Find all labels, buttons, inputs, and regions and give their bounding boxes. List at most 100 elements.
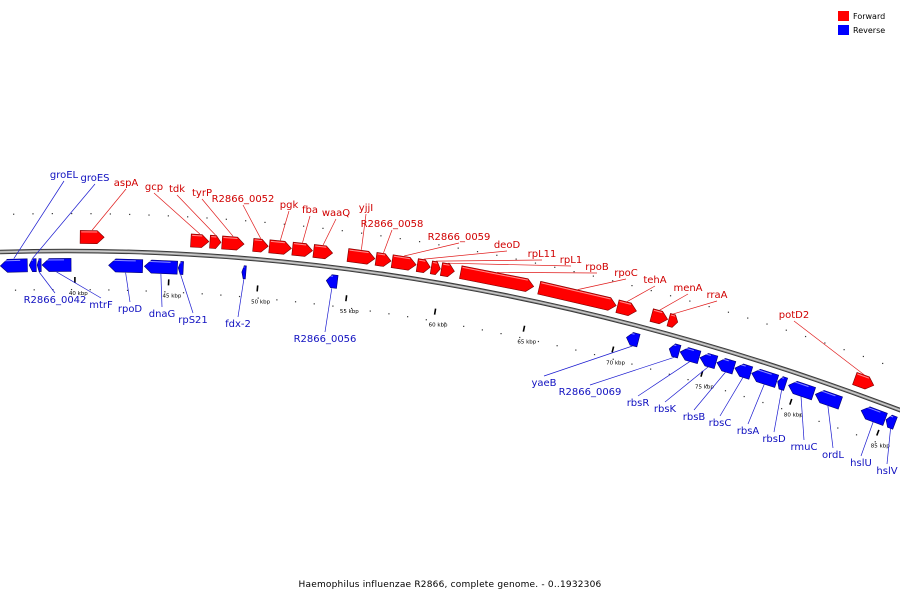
track-dot [534,262,537,264]
track-dot [32,213,34,215]
reverse-gene-rbsb [716,357,737,375]
track-dot [747,317,749,319]
axis-tick [789,398,793,405]
legend: Forward Reverse [838,9,885,37]
label-yjji: yjjI [359,203,373,214]
leader-rpl1 [447,262,572,267]
forward-gene-potd2-highlight [857,373,870,379]
track-dot [303,225,305,227]
forward-gene-aspa [79,230,105,244]
reverse-gene-r2866-0069 [668,343,682,359]
reverse-gene-rbsb-shape [716,358,737,375]
track-dot [126,289,129,292]
label-waaq: waaQ [322,208,350,219]
label-rpl11: rpL11 [528,249,557,260]
track-dot [425,319,427,321]
forward-gene-yjji [346,248,376,265]
leader-rpl11 [435,259,543,262]
forward-gene-tdk-shape [209,234,222,249]
track-dot [687,378,689,381]
leader-mena [659,293,689,311]
leader-rbsr [637,361,690,397]
label-hslv: hslV [876,466,897,477]
forward-gene-r2866-0059-shape [390,254,417,271]
axis-tick-label: 70 kbp [606,360,625,366]
forward-gene-r2866-0052-highlight [254,239,263,242]
leader-rbsa [747,384,765,425]
forward-gene-rraa [666,313,679,328]
forward-gene-rpl11-highlight [433,262,438,264]
forward-gene-teha [615,299,637,316]
track-dot [13,213,15,215]
track-dot [668,373,670,375]
forward-gene-yjji-highlight [349,249,369,254]
label-rmuc: rmuC [791,442,818,453]
forward-gene-r2866-0052-shape [252,238,269,253]
track-dot [388,313,390,315]
label-gcp: gcp [145,182,163,193]
track-dot [225,218,227,220]
track-dot [612,358,614,360]
forward-gene-gcp-highlight [192,234,203,237]
leader-waaq [322,218,337,246]
track-dot [438,244,440,246]
forward-gene-deod-highlight [418,259,426,262]
reverse-gene-rbsk-highlight [702,352,711,356]
track-dot [380,235,382,237]
reverse-gene-rbsb-highlight [719,357,729,362]
track-dot [418,241,421,243]
reverse-gene-dnag-highlight [145,260,171,263]
track-dot [762,401,764,404]
leader-groes [32,183,96,259]
track-dot [457,247,459,249]
forward-gene-rpoc-shape [537,280,617,311]
leader-tyrp [201,198,234,237]
label-rps21: rpS21 [178,315,208,326]
axis-tick-label: 45 kbp [162,293,181,299]
leader-fdx-2 [237,279,245,318]
track-dot [257,297,259,299]
forward-gene-mena-shape [649,308,669,325]
leader-dnag [160,273,163,308]
leader-deod [423,250,508,260]
forward-gene-tyrp [221,235,245,251]
forward-gene-potd2-shape [852,371,875,390]
label-potd2: potD2 [779,310,809,321]
forward-swatch [838,11,849,21]
track-dot [332,305,334,307]
label-rpl1: rpL1 [560,255,582,266]
track-dot [463,325,465,327]
forward-gene-rpob [459,265,535,292]
track-dot [129,213,131,216]
track-dot [818,420,820,423]
leader-yaeb [543,345,633,377]
track-dot [515,258,517,260]
forward-gene-pgk [268,239,292,255]
track-dot [283,223,285,225]
label-yaeb: yaeB [531,378,556,389]
track-dot [276,299,278,301]
track-dot [855,434,858,436]
leader-rraa [673,300,718,315]
genome-caption: Haemophilus influenzae R2866, complete g… [298,580,602,590]
track-dot [145,290,147,292]
label-r2866-0069: R2866_0069 [559,387,622,398]
legend-forward-label: Forward [853,11,886,21]
track-dot [556,345,558,347]
track-dot [167,215,169,217]
label-groes: groES [80,173,109,184]
label-r2866-0059: R2866_0059 [428,232,491,243]
track-dot [361,232,363,234]
leader-hslv [886,428,891,465]
label-pgk: pgk [280,200,299,211]
axis-tick [345,295,348,302]
reverse-gene-r2866-0056-shape [325,274,339,289]
reverse-gene-r2866-0056 [325,274,339,289]
leader-gcp [153,192,201,235]
reverse-gene-rmuc-shape [788,380,816,401]
leader-pgk [280,210,290,241]
label-dnag: dnaG [149,309,176,320]
leader-r2866-0056 [324,288,333,333]
leader-rbsk [664,366,709,403]
forward-gene-rpl11 [429,260,441,275]
